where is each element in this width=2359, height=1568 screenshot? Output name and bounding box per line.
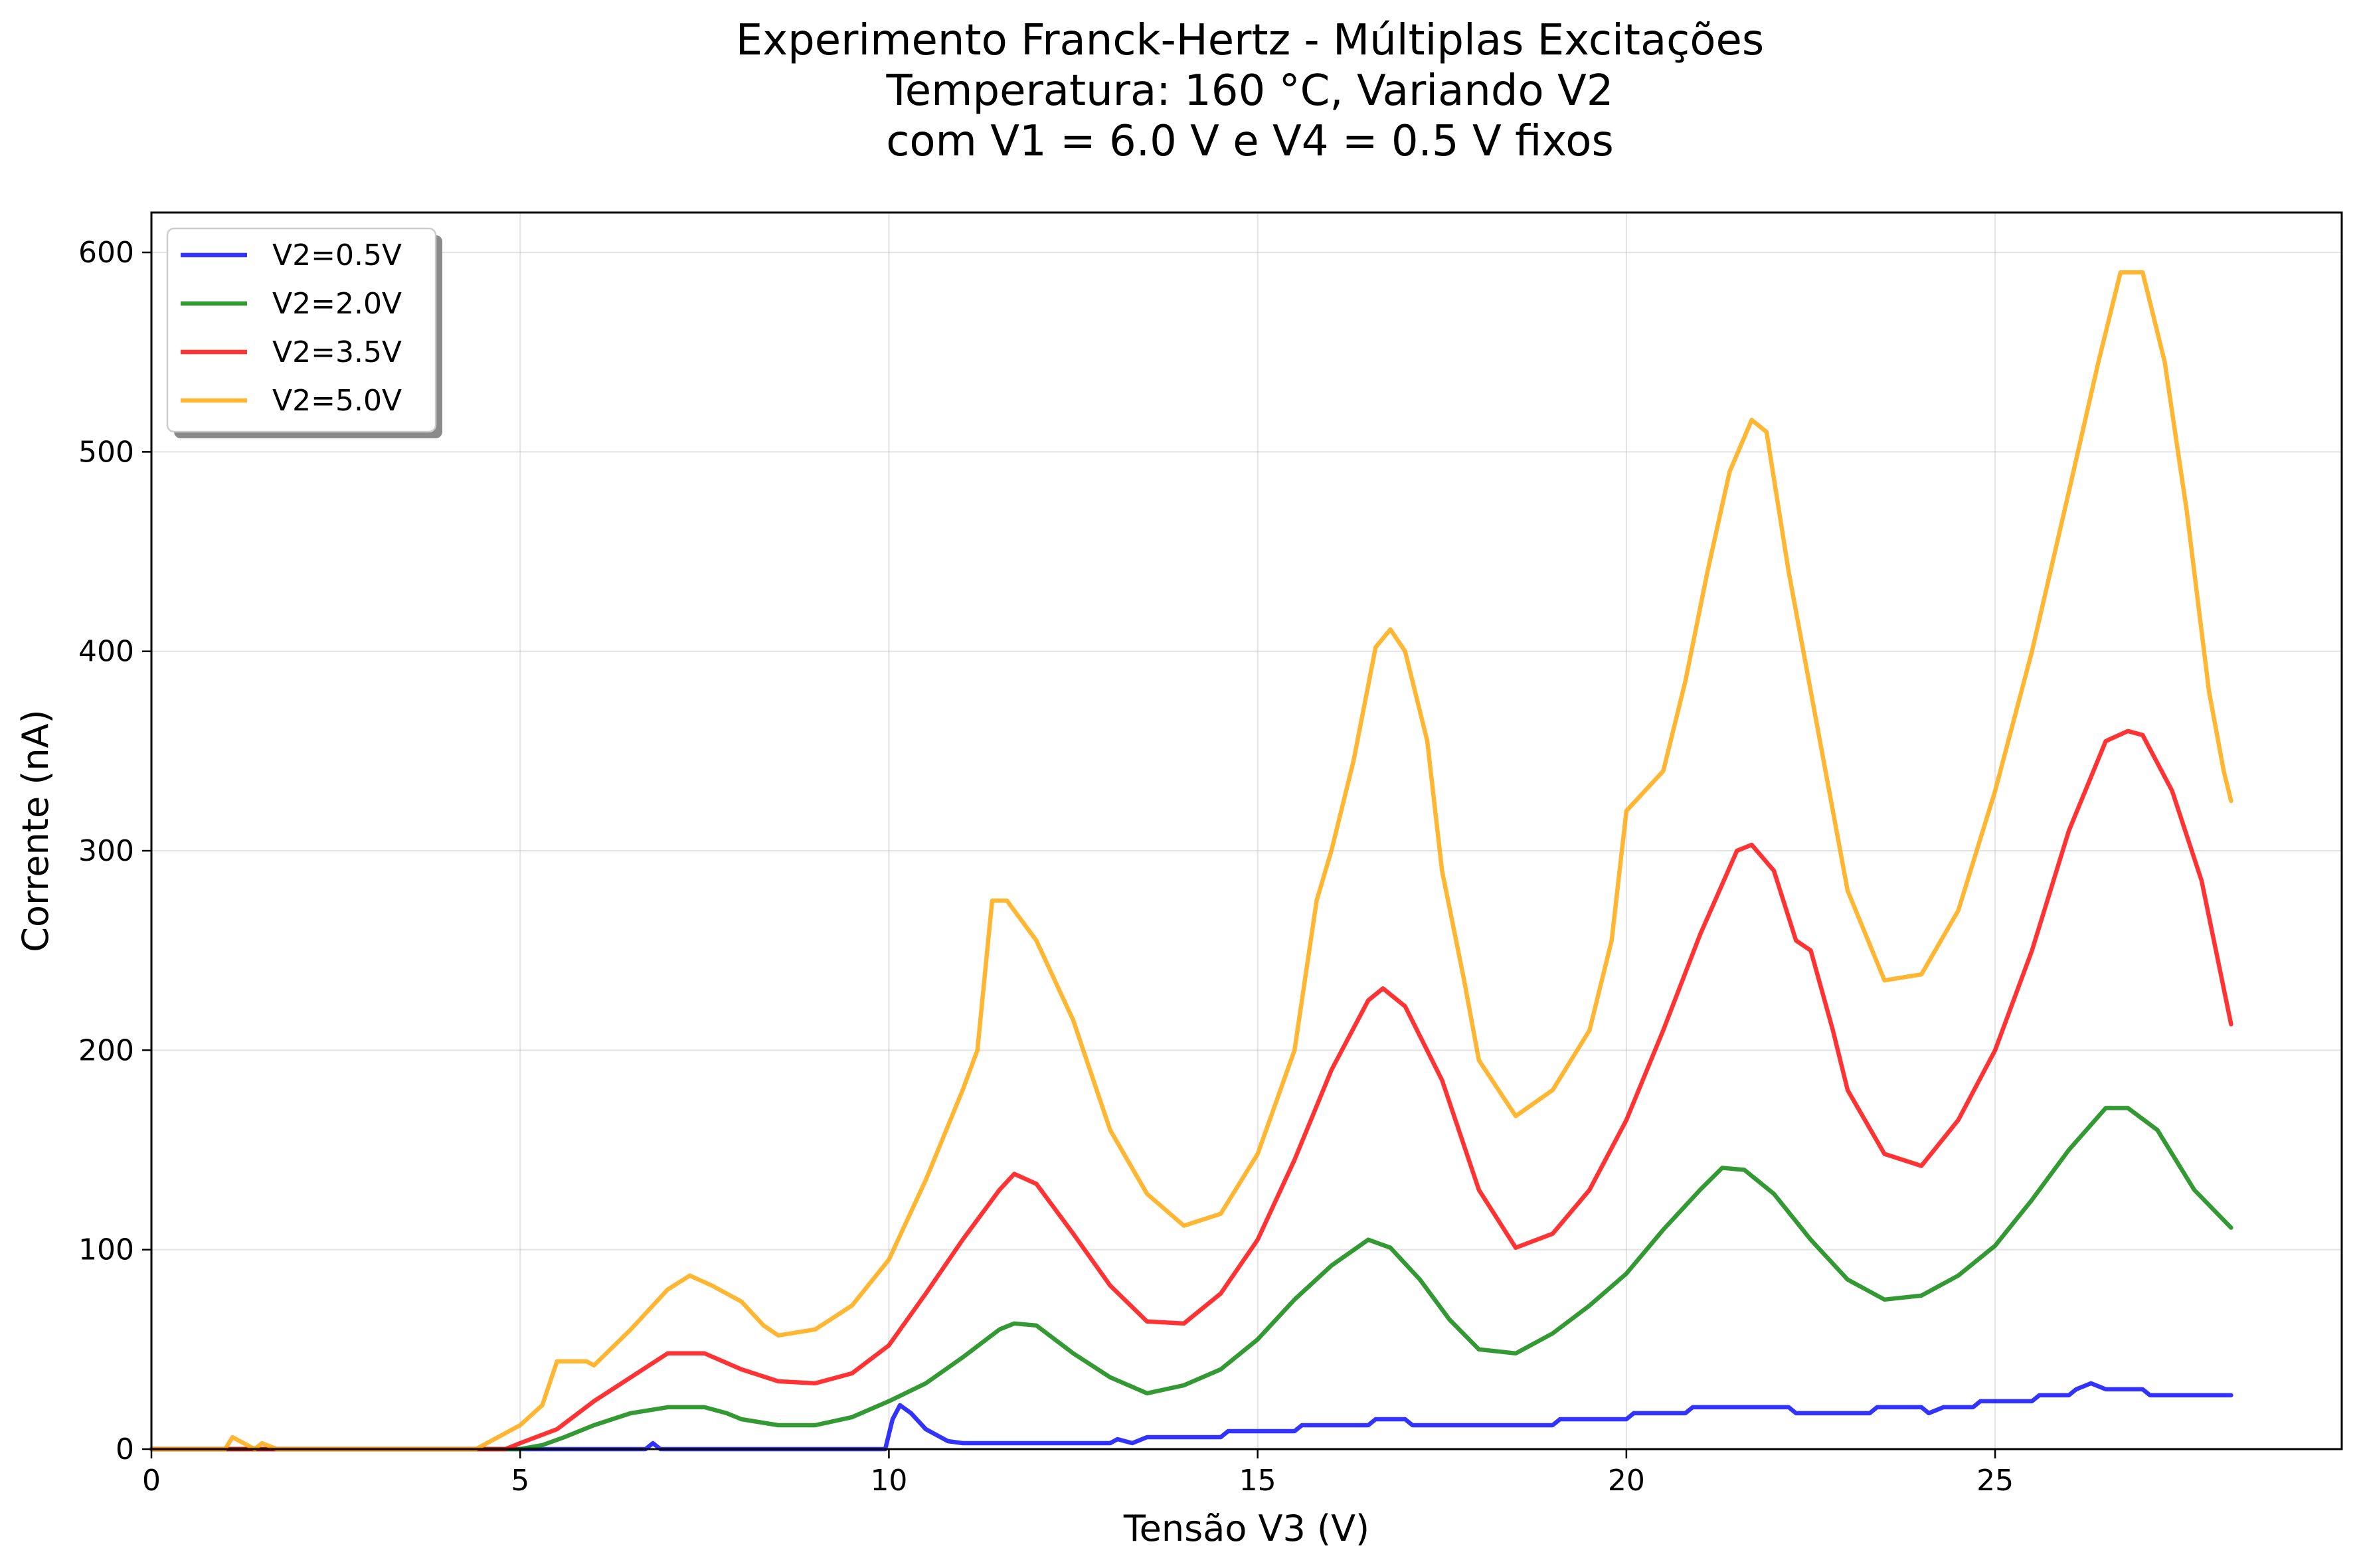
chart-title-line-2: Temperatura: 160 °C, Variando V2 <box>886 66 1614 116</box>
y-tick-label: 400 <box>78 635 134 669</box>
chart-title-line-1: Experimento Franck-Hertz - Múltiplas Exc… <box>736 16 1764 65</box>
x-tick-label: 10 <box>870 1464 907 1498</box>
legend-label: V2=0.5V <box>272 238 402 272</box>
x-tick-label: 15 <box>1239 1464 1276 1498</box>
y-tick-label: 200 <box>78 1033 134 1067</box>
axis-ticks: 0 5 10 15 20 25 0 100 200 300 400 500 600 <box>78 236 2014 1498</box>
y-tick-label: 100 <box>78 1233 134 1267</box>
series-line-2 <box>149 729 2233 1452</box>
legend: V2=0.5V V2=2.0V V2=3.5V V2=5.0V <box>166 227 442 438</box>
y-tick-label: 300 <box>78 834 134 868</box>
y-tick-label: 500 <box>78 435 134 469</box>
series-line-1 <box>149 1106 2233 1452</box>
axes-frame <box>150 211 2343 1450</box>
x-tick-label: 25 <box>1976 1464 2014 1498</box>
grid-lines <box>151 213 2342 1450</box>
y-axis-label: Corrente (nA) <box>15 709 56 952</box>
legend-label: V2=2.0V <box>272 287 402 321</box>
x-axis-label: Tensão V3 (V) <box>1123 1508 1369 1549</box>
y-tick-label: 0 <box>116 1433 134 1466</box>
chart-title: Experimento Franck-Hertz - Múltiplas Exc… <box>736 16 1764 166</box>
legend-box <box>166 227 437 433</box>
series-line-3 <box>149 270 2233 1452</box>
legend-label: V2=5.0V <box>272 384 402 418</box>
plot-area <box>149 270 2233 1452</box>
series-line-0 <box>149 1381 2233 1452</box>
x-tick-label: 20 <box>1608 1464 1645 1498</box>
x-tick-label: 0 <box>142 1464 161 1498</box>
y-tick-label: 600 <box>78 236 134 270</box>
x-tick-label: 5 <box>511 1464 529 1498</box>
chart-title-line-3: com V1 = 6.0 V e V4 = 0.5 V fixos <box>886 117 1614 166</box>
legend-label: V2=3.5V <box>272 335 402 369</box>
